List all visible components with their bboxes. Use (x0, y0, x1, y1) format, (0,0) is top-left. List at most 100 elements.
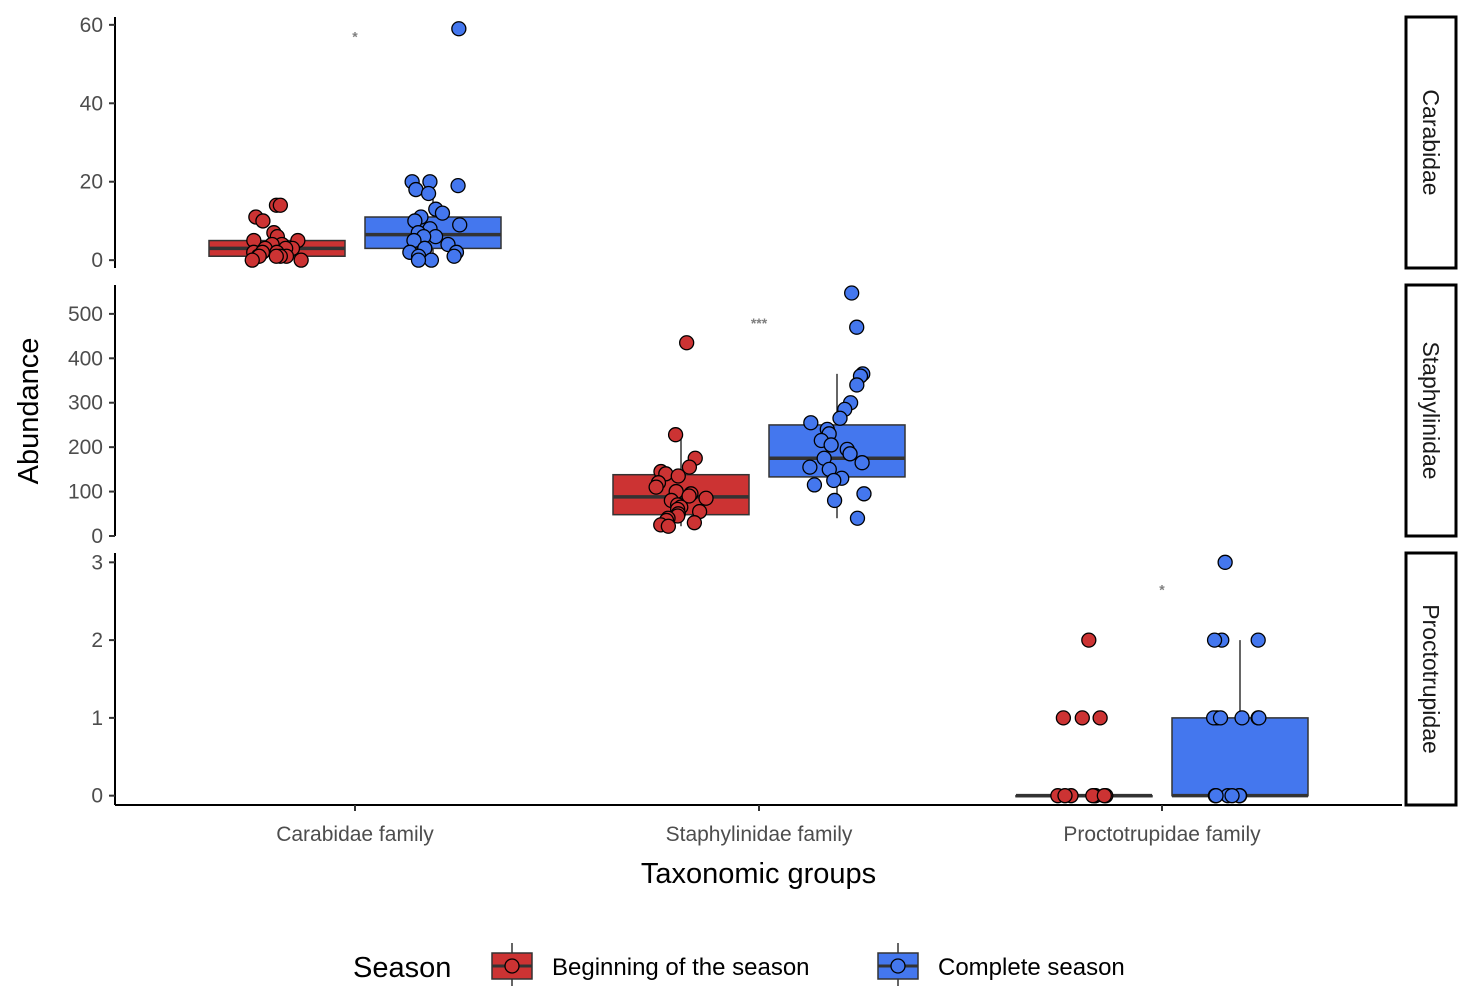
data-point (1206, 632, 1223, 648)
y-tick-label: 300 (68, 392, 103, 415)
facet-strip (1404, 283, 1458, 538)
data-point (679, 335, 695, 351)
facet-strip-label: Proctotrupidae (1418, 604, 1444, 754)
data-point (1234, 710, 1250, 726)
panels-layer: 0204060Carabidae*0100200300400500Staphyl… (68, 14, 1458, 808)
data-point (244, 252, 260, 268)
y-tick-label: 0 (91, 525, 103, 548)
data-point (849, 319, 865, 335)
y-tick-label: 100 (68, 481, 103, 504)
x-axis-title: Taxonomic groups (641, 858, 876, 890)
data-point (698, 490, 714, 506)
box (768, 424, 906, 478)
data-point (686, 515, 703, 531)
data-point (1081, 632, 1097, 648)
data-point (803, 415, 819, 431)
data-point (450, 177, 466, 194)
series-beginning (1015, 632, 1153, 804)
series-beginning (208, 197, 346, 268)
panel-carabidae: 0 20 40 60 Carabidae * (80, 14, 1458, 272)
box (1171, 717, 1309, 797)
series-beginning (612, 335, 750, 534)
data-point (826, 492, 843, 509)
data-point (410, 252, 427, 268)
x-axis: Carabidae family Staphylinidae family Proc… (115, 804, 1402, 846)
data-point (451, 21, 467, 37)
data-point (681, 488, 697, 504)
x-tick-label: Staphylinidae family (666, 823, 853, 846)
data-point (849, 377, 865, 393)
data-point (420, 185, 437, 202)
data-point (802, 459, 818, 475)
data-point (1217, 554, 1233, 570)
y-tick-label: 400 (68, 347, 103, 370)
y-tick-label: 500 (68, 303, 103, 326)
data-point (842, 446, 858, 462)
y-tick-label: 0 (91, 785, 103, 808)
x-tick-label: Carabidae family (276, 823, 434, 846)
data-point (670, 468, 686, 484)
data-point (434, 205, 451, 221)
y-tick-label: 40 (80, 92, 103, 115)
data-point (660, 518, 677, 534)
data-point (854, 455, 870, 471)
data-point (844, 285, 860, 301)
y-tick-label: 1 (91, 707, 103, 730)
legend-key-complete: Complete season (877, 943, 1125, 986)
data-point (272, 197, 288, 213)
data-point (806, 477, 823, 493)
data-point (1208, 788, 1224, 804)
facet-strip (1404, 551, 1458, 807)
panel-staphylinidae: 0 100 200 300 400 500 Staphylinidae *** (68, 283, 1458, 548)
legend-label: Complete season (938, 954, 1125, 981)
data-point (1096, 788, 1112, 804)
legend: Season Beginning of the season Complete s… (353, 943, 1125, 986)
data-point (856, 486, 872, 502)
data-point (667, 427, 684, 443)
y-tick-label: 20 (80, 171, 103, 194)
significance-label: *** (751, 315, 768, 331)
facet-strip (1404, 15, 1458, 270)
series-complete (768, 285, 906, 526)
y-axis-title: Abundance (13, 338, 45, 485)
x-tick-label: Proctotrupidae family (1063, 823, 1261, 846)
data-point (1224, 788, 1240, 804)
data-point (648, 479, 664, 495)
data-point (293, 252, 309, 268)
data-point (826, 472, 842, 489)
legend-key-beginning: Beginning of the season (491, 943, 810, 986)
legend-title: Season (353, 952, 451, 984)
significance-label: * (1159, 582, 1165, 598)
data-point (849, 510, 866, 526)
data-point (823, 437, 839, 453)
y-tick-label: 0 (91, 249, 103, 272)
legend-key-point (890, 958, 906, 974)
facet-strip-label: Staphylinidae (1418, 341, 1444, 479)
data-point (1057, 788, 1073, 804)
data-point (1212, 710, 1229, 726)
data-point (1092, 710, 1108, 726)
data-point (681, 459, 698, 475)
data-point (255, 213, 271, 229)
data-point (408, 181, 424, 198)
legend-label: Beginning of the season (552, 954, 810, 981)
y-tick-label: 3 (91, 551, 103, 574)
panel-proctotrupidae: 0 1 2 3 Proctotrupidae * (91, 551, 1458, 808)
data-point (423, 252, 440, 268)
significance-label: * (352, 29, 358, 45)
data-point (1250, 632, 1266, 648)
y-tick-label: 200 (68, 436, 103, 459)
data-point (446, 248, 462, 264)
data-point (268, 248, 284, 264)
series-complete (364, 21, 502, 268)
data-point (832, 410, 848, 426)
facet-strip-label: Carabidae (1418, 89, 1444, 195)
series-complete (1171, 554, 1309, 804)
data-point (1251, 710, 1267, 726)
y-tick-label: 2 (91, 629, 103, 652)
data-point (452, 217, 468, 233)
data-point (1055, 710, 1072, 726)
data-point (1074, 710, 1090, 726)
legend-key-point (504, 958, 520, 974)
